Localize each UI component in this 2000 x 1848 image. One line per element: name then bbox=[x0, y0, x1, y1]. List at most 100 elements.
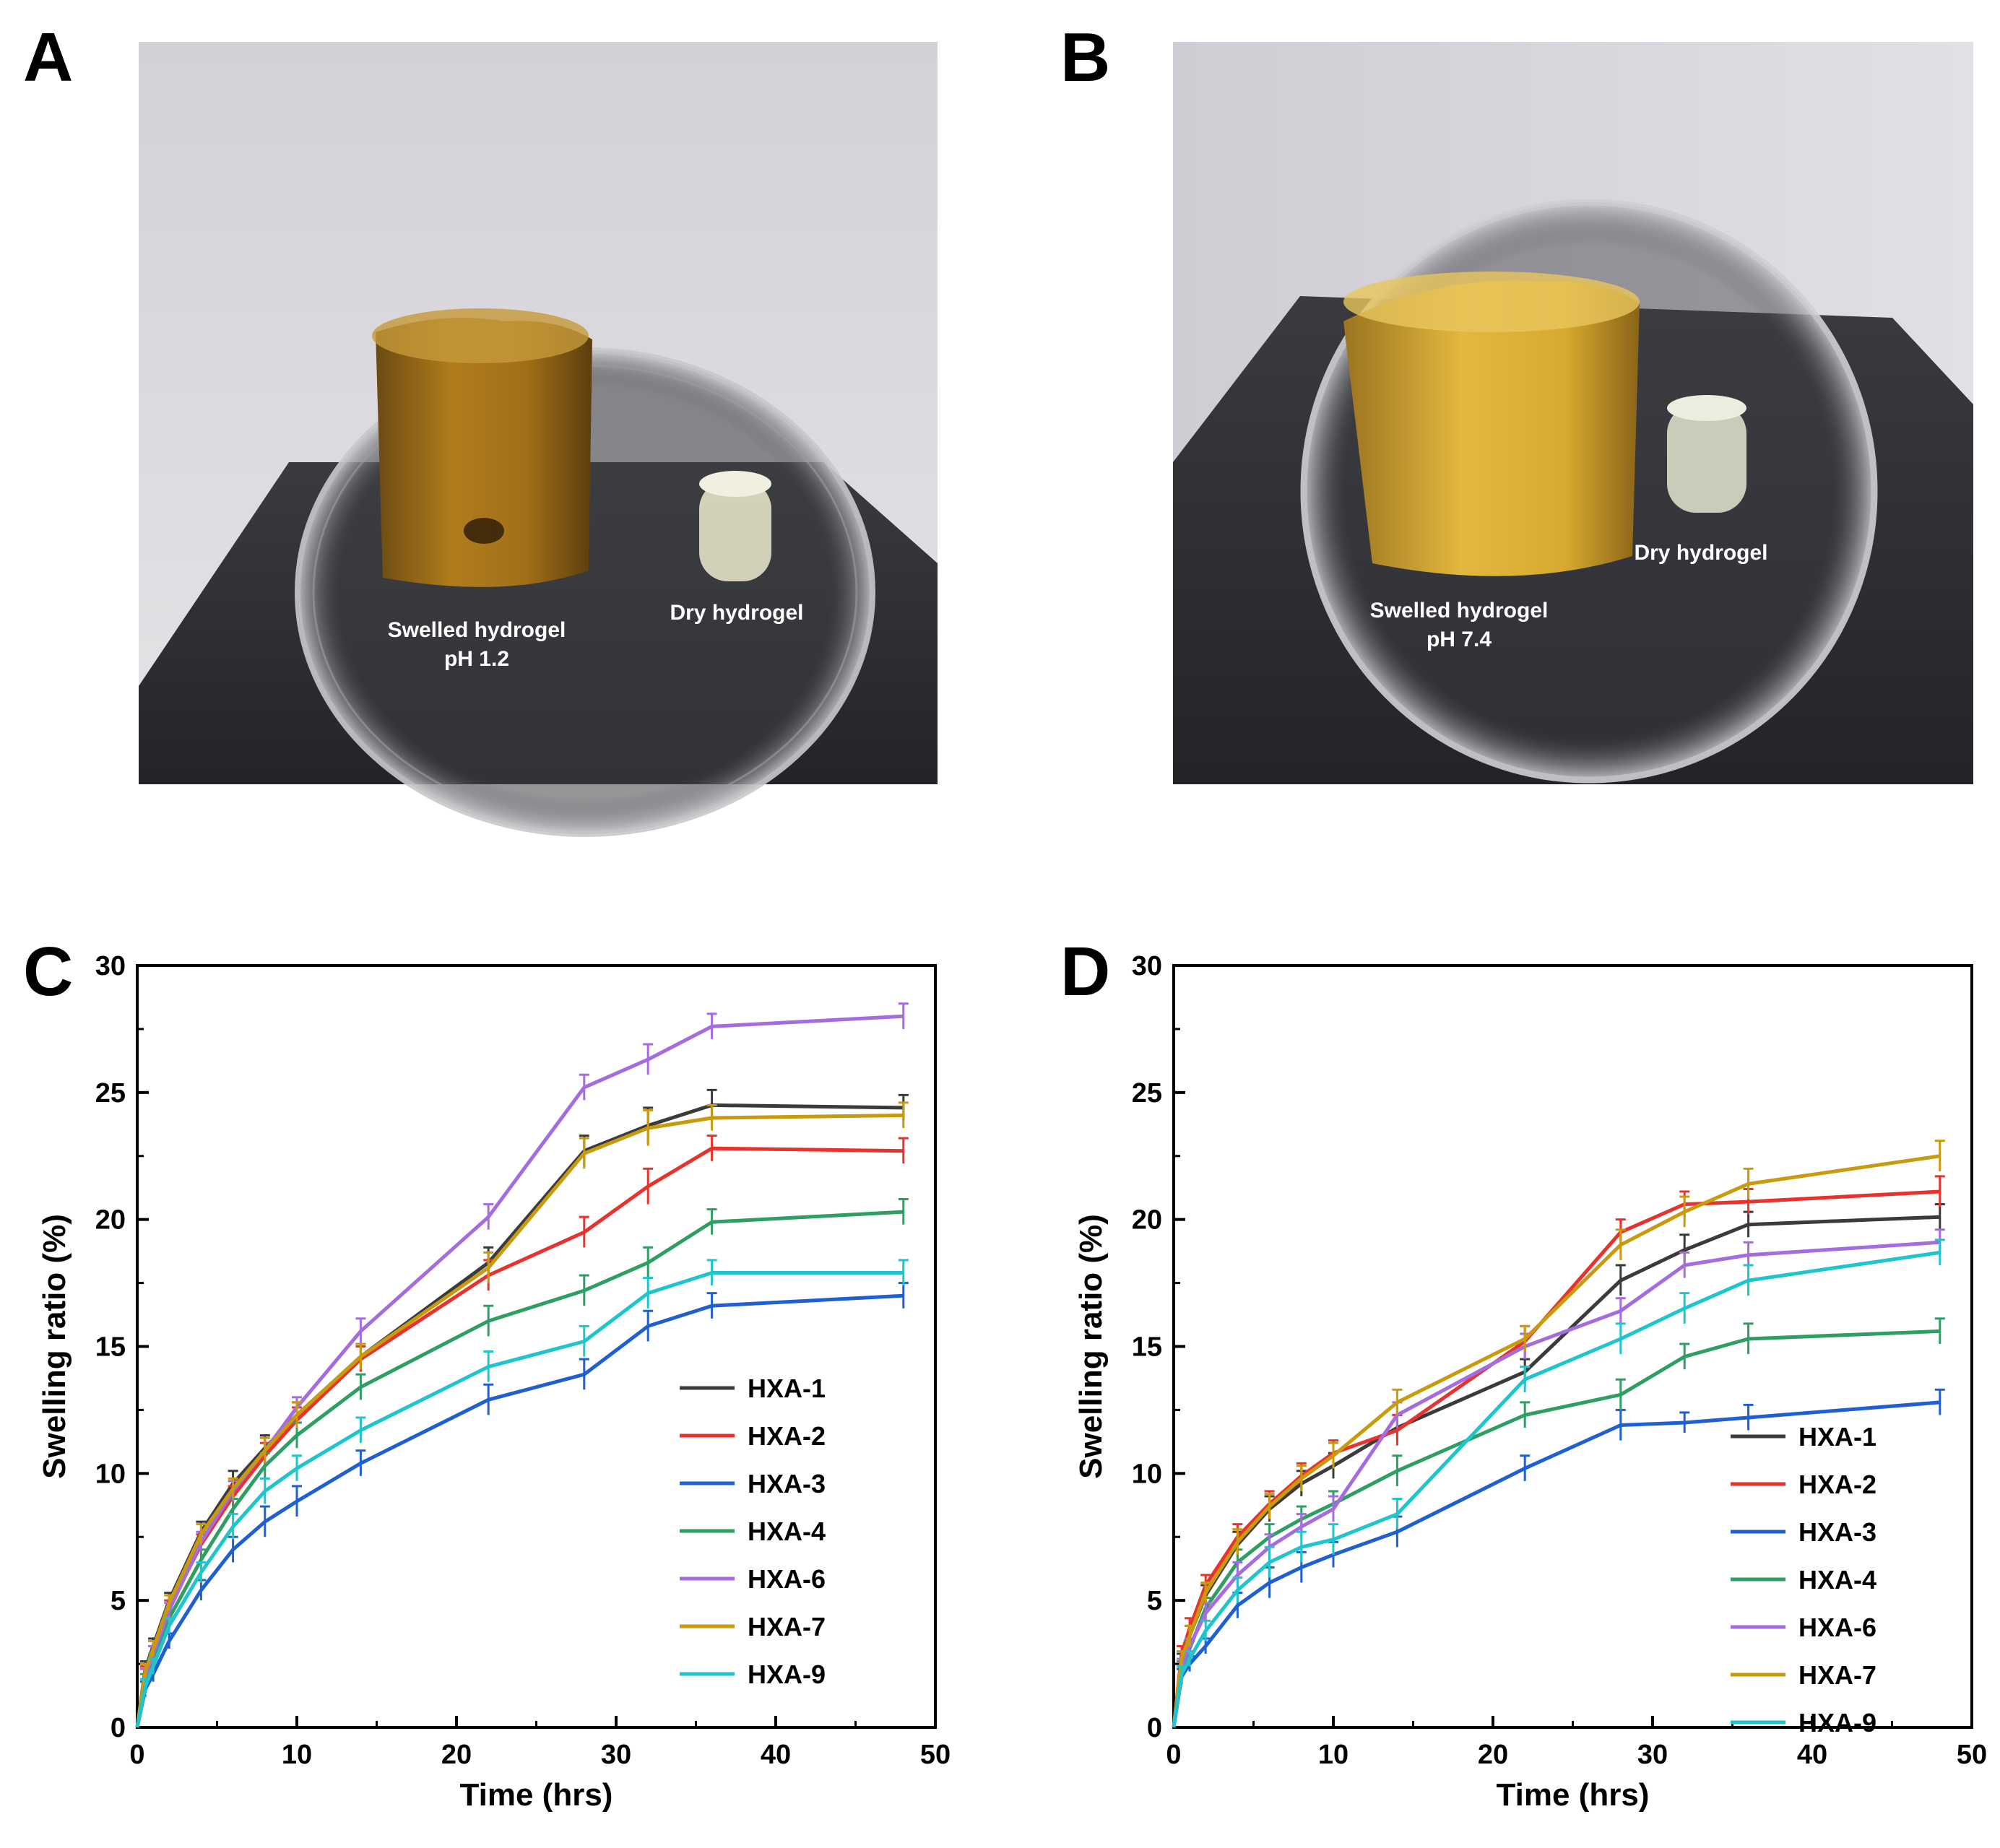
swelled-gel-a bbox=[376, 318, 592, 587]
chart-d-x-tick-labels: 0 10 20 30 40 50 bbox=[1166, 1740, 1987, 1770]
legend-item-hxa-2: HXA-2 bbox=[680, 1421, 826, 1451]
legend-label: HXA-9 bbox=[1798, 1708, 1876, 1738]
panel-letter-b: B bbox=[1060, 19, 1110, 96]
legend-label: HXA-2 bbox=[748, 1421, 826, 1451]
legend-label: HXA-3 bbox=[1798, 1517, 1876, 1547]
x-tick-label: 50 bbox=[1957, 1740, 1987, 1770]
chart-d-legend: HXA-1 HXA-2 HXA-3 HXA-4 HXA-6 HXA-7 HXA-9 bbox=[1731, 1422, 1876, 1738]
x-tick-label: 40 bbox=[761, 1740, 791, 1770]
legend-item-hxa-3: HXA-3 bbox=[680, 1469, 826, 1498]
chart-d: 0 5 10 15 20 25 30 0 10 20 30 40 50 HXA-1 HXA-2 HXA-3… bbox=[1073, 951, 1987, 1813]
dry-gel-b bbox=[1667, 404, 1746, 513]
series-hxa-9 bbox=[135, 1259, 909, 1728]
y-tick-label: 10 bbox=[95, 1459, 126, 1489]
panel-letter-d: D bbox=[1060, 933, 1110, 1010]
photo-b: Swelled hydrogel pH 7.4 Dry hydrogel bbox=[1173, 42, 1973, 784]
series-line-hxa-2 bbox=[1172, 1189, 1940, 1728]
y-tick-label: 20 bbox=[1132, 1205, 1162, 1236]
photo-a-swelled-label-2: pH 1.2 bbox=[444, 647, 509, 671]
series-line-hxa-9 bbox=[1172, 1250, 1941, 1728]
photo-b-swelled-label-1: Swelled hydrogel bbox=[1370, 599, 1549, 622]
x-tick-label: 50 bbox=[920, 1740, 951, 1770]
chart-c-y-tick-labels: 0 5 10 15 20 25 30 bbox=[95, 951, 126, 1743]
legend-item-hxa-4: HXA-4 bbox=[680, 1517, 826, 1546]
legend-item-hxa-2: HXA-2 bbox=[1731, 1470, 1876, 1499]
chart-c-y-axis-title: Swelling ratio (%) bbox=[37, 1214, 72, 1479]
chart-d-plot-area bbox=[1172, 1140, 1945, 1728]
legend-label: HXA-7 bbox=[1798, 1660, 1876, 1690]
legend-item-hxa-3: HXA-3 bbox=[1731, 1517, 1876, 1547]
legend-label: HXA-6 bbox=[748, 1564, 826, 1594]
y-tick-label: 15 bbox=[1132, 1332, 1162, 1363]
series-line-hxa-3 bbox=[135, 1293, 904, 1728]
y-tick-label: 0 bbox=[111, 1713, 126, 1743]
series-line-hxa-7 bbox=[135, 1114, 904, 1728]
chart-c-x-axis-title: Time (hrs) bbox=[460, 1777, 613, 1813]
y-tick-label: 25 bbox=[95, 1078, 126, 1109]
legend-item-hxa-7: HXA-7 bbox=[1731, 1660, 1876, 1690]
y-tick-label: 20 bbox=[95, 1205, 126, 1236]
chart-d-x-axis-title: Time (hrs) bbox=[1497, 1777, 1650, 1813]
y-tick-label: 0 bbox=[1147, 1713, 1162, 1743]
series-hxa-7 bbox=[135, 1101, 909, 1728]
series-line-hxa-6 bbox=[1172, 1240, 1940, 1728]
dry-gel-a bbox=[699, 480, 771, 581]
x-tick-label: 30 bbox=[1637, 1740, 1668, 1770]
legend-item-hxa-1: HXA-1 bbox=[1731, 1422, 1876, 1452]
y-tick-label: 5 bbox=[111, 1586, 126, 1616]
y-tick-label: 10 bbox=[1132, 1459, 1162, 1489]
x-tick-label: 30 bbox=[601, 1740, 631, 1770]
chart-d-y-tick-labels: 0 5 10 15 20 25 30 bbox=[1132, 951, 1162, 1743]
series-hxa-1 bbox=[1172, 1203, 1945, 1728]
photo-a-swelled-label-1: Swelled hydrogel bbox=[388, 618, 566, 642]
x-tick-label: 10 bbox=[1318, 1740, 1349, 1770]
series-line-hxa-4 bbox=[135, 1210, 904, 1728]
x-tick-label: 10 bbox=[282, 1740, 312, 1770]
legend-item-hxa-7: HXA-7 bbox=[680, 1612, 826, 1641]
legend-label: HXA-6 bbox=[1798, 1613, 1876, 1642]
series-hxa-9 bbox=[1172, 1238, 1945, 1728]
swelled-gel-b bbox=[1343, 280, 1640, 576]
legend-label: HXA-9 bbox=[748, 1660, 826, 1689]
y-tick-label: 15 bbox=[95, 1332, 126, 1363]
x-tick-label: 0 bbox=[1166, 1740, 1181, 1770]
legend-item-hxa-4: HXA-4 bbox=[1731, 1565, 1876, 1595]
x-tick-label: 40 bbox=[1797, 1740, 1827, 1770]
x-tick-label: 0 bbox=[129, 1740, 144, 1770]
series-hxa-6 bbox=[1172, 1228, 1945, 1728]
chart-c-legend: HXA-1 HXA-2 HXA-3 HXA-4 HXA-6 HXA-7 HXA-9 bbox=[680, 1374, 826, 1689]
panel-letter-a: A bbox=[23, 19, 73, 96]
legend-item-hxa-9: HXA-9 bbox=[680, 1660, 826, 1689]
y-tick-label: 5 bbox=[1147, 1586, 1162, 1616]
photo-b-dry-label: Dry hydrogel bbox=[1634, 541, 1767, 565]
series-hxa-7 bbox=[1172, 1140, 1945, 1728]
legend-item-hxa-6: HXA-6 bbox=[1731, 1613, 1876, 1642]
legend-label: HXA-4 bbox=[1798, 1565, 1876, 1595]
legend-item-hxa-6: HXA-6 bbox=[680, 1564, 826, 1594]
y-tick-label: 30 bbox=[95, 951, 126, 981]
chart-c-x-tick-labels: 0 10 20 30 40 50 bbox=[129, 1740, 951, 1770]
legend-item-hxa-1: HXA-1 bbox=[680, 1374, 826, 1403]
legend-label: HXA-7 bbox=[748, 1612, 826, 1641]
legend-label: HXA-3 bbox=[748, 1469, 826, 1498]
chart-c: 0 5 10 15 20 25 30 0 10 20 30 40 50 HXA-1 HXA-2 HXA-3… bbox=[37, 951, 951, 1813]
chart-c-plot-area bbox=[135, 1002, 909, 1728]
photo-a-dry-label: Dry hydrogel bbox=[670, 601, 803, 625]
photo-b-swelled-label-2: pH 7.4 bbox=[1427, 628, 1492, 651]
legend-label: HXA-1 bbox=[1798, 1422, 1876, 1452]
series-line-hxa-7 bbox=[1172, 1154, 1941, 1728]
series-line-hxa-9 bbox=[135, 1271, 904, 1728]
legend-label: HXA-2 bbox=[1798, 1470, 1876, 1499]
x-tick-label: 20 bbox=[441, 1740, 472, 1770]
x-tick-label: 20 bbox=[1478, 1740, 1508, 1770]
legend-label: HXA-1 bbox=[748, 1374, 826, 1403]
y-tick-label: 30 bbox=[1132, 951, 1162, 981]
chart-d-y-axis-title: Swelling ratio (%) bbox=[1073, 1214, 1109, 1479]
panel-letter-c: C bbox=[23, 933, 73, 1010]
photo-a: Swelled hydrogel pH 1.2 Dry hydrogel bbox=[139, 42, 938, 837]
series-line-hxa-3 bbox=[1172, 1400, 1940, 1728]
legend-label: HXA-4 bbox=[748, 1517, 826, 1546]
legend-item-hxa-9: HXA-9 bbox=[1731, 1708, 1876, 1738]
y-tick-label: 25 bbox=[1132, 1078, 1162, 1109]
